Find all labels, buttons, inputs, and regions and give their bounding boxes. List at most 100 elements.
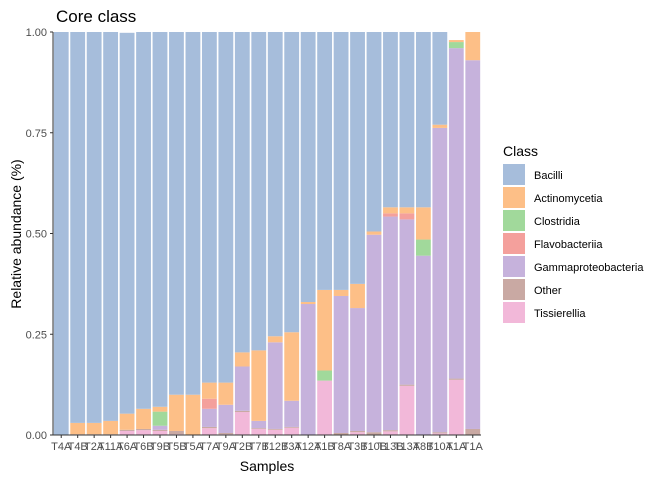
bar-segment-actinomycetia-25	[465, 32, 481, 61]
y-tick-label: 0.00	[26, 430, 47, 442]
bar-segment-actinomycetia-23	[432, 124, 448, 128]
bar-segment-bacilli-19	[366, 32, 382, 232]
bar-segment-actinomycetia-20	[383, 207, 398, 214]
bar-segment-gammaproteobacteria-13	[267, 342, 283, 429]
bar-segment-bacilli-22	[415, 32, 431, 208]
x-tick-label: T12A	[295, 441, 322, 453]
x-tick-label: T1A	[446, 441, 467, 453]
bar-segment-actinomycetia-5	[136, 408, 151, 429]
bar-segment-gammaproteobacteria-9	[201, 408, 217, 427]
bar-segment-actinomycetia-21	[399, 207, 415, 214]
x-tick-label: T8B	[413, 441, 433, 453]
bar-segment-other-9	[201, 426, 217, 429]
bar-segment-actinomycetia-14	[284, 332, 300, 401]
bars-group	[53, 32, 481, 435]
x-tick-label: T10B	[361, 441, 387, 453]
bar-segment-gammaproteobacteria-24	[448, 48, 464, 379]
bar-segment-gammaproteobacteria-18	[350, 308, 365, 431]
x-tick-label: T6B	[133, 441, 153, 453]
bar-segment-bacilli-1	[70, 32, 86, 423]
bar-segment-tissierellia-24	[448, 379, 464, 435]
x-tick-label: T7B	[249, 441, 269, 453]
bar-segment-actinomycetia-12	[251, 350, 267, 421]
x-tick-label: T3A	[282, 441, 303, 453]
x-tick-label: T2B	[232, 441, 252, 453]
bar-segment-bacilli-16	[317, 32, 333, 290]
bar-segment-other-20	[383, 430, 398, 432]
bar-segment-gammaproteobacteria-21	[399, 219, 415, 385]
bar-segment-flavobacteriia-21	[399, 213, 415, 220]
bar-segment-tissierellia-4	[119, 430, 135, 435]
bar-segment-bacilli-23	[432, 32, 448, 125]
bar-segment-bacilli-7	[169, 32, 184, 395]
bar-segment-other-21	[399, 384, 415, 386]
bar-segment-gammaproteobacteria-25	[465, 60, 481, 429]
bar-segment-other-6	[152, 429, 168, 431]
legend-key-other	[503, 279, 525, 300]
x-tick-label: T6A	[117, 441, 138, 453]
bar-segment-tissierellia-16	[317, 380, 333, 435]
bar-segment-actinomycetia-8	[185, 394, 201, 435]
bar-segment-actinomycetia-22	[415, 207, 431, 240]
x-tick-label: T13A	[394, 441, 421, 453]
bar-segment-gammaproteobacteria-20	[383, 216, 398, 431]
x-tick-label: T10A	[427, 441, 454, 453]
legend-label-bacilli: Bacilli	[534, 170, 563, 182]
legend-label-actinomycetia: Actinomycetia	[534, 193, 603, 205]
bar-segment-bacilli-15	[300, 32, 316, 303]
bar-segment-gammaproteobacteria-6	[152, 425, 168, 430]
legend-label-other: Other	[534, 285, 562, 297]
bar-segment-other-13	[267, 428, 283, 430]
bar-segment-tissierellia-20	[383, 431, 398, 435]
bar-segment-bacilli-9	[201, 32, 217, 383]
bar-segment-gammaproteobacteria-10	[218, 404, 234, 433]
bar-segment-actinomycetia-18	[350, 283, 365, 309]
bar-segment-actinomycetia-10	[218, 382, 234, 405]
x-tick-label: T11A	[98, 441, 124, 453]
bar-segment-bacilli-11	[234, 32, 250, 353]
legend-key-clostridia	[503, 210, 525, 231]
y-ticks-group: 0.00 0.25 0.50 0.75 1.00	[26, 27, 53, 442]
legend-key-gammaproteobacteria	[503, 256, 525, 277]
bar-segment-actinomycetia-7	[169, 394, 184, 431]
bar-segment-other-25	[465, 428, 481, 435]
x-tick-label: T4B	[68, 441, 88, 453]
bar-segment-flavobacteriia-9	[201, 398, 217, 409]
bar-segment-other-18	[350, 430, 365, 433]
bar-segment-tissierellia-6	[152, 430, 168, 435]
bar-segment-bacilli-14	[284, 32, 300, 333]
bar-segment-actinomycetia-2	[86, 422, 102, 435]
bar-segment-other-14	[284, 426, 300, 428]
bar-segment-other-24	[448, 378, 464, 380]
legend-label-tissierellia: Tissierellia	[534, 308, 586, 320]
bar-segment-gammaproteobacteria-19	[366, 234, 382, 433]
legend-title: Class	[503, 143, 538, 159]
x-axis-title: Samples	[240, 458, 294, 474]
legend-key-flavobacteriia	[503, 233, 525, 254]
x-tick-label: T9A	[216, 441, 237, 453]
bar-segment-bacilli-8	[185, 32, 201, 395]
bar-segment-actinomycetia-3	[103, 420, 119, 435]
bar-segment-gammaproteobacteria-15	[300, 304, 316, 435]
y-axis-title: Relative abundance (%)	[8, 159, 24, 308]
bar-segment-actinomycetia-17	[333, 289, 349, 296]
bar-segment-bacilli-18	[350, 32, 365, 284]
y-tick-label: 1.00	[26, 27, 47, 39]
legend-key-tissierellia	[503, 302, 525, 323]
y-tick-label: 0.75	[26, 128, 47, 140]
bar-segment-bacilli-6	[152, 32, 168, 407]
bar-segment-other-12	[251, 428, 267, 429]
x-tick-label: T1B	[315, 441, 335, 453]
bar-segment-gammaproteobacteria-23	[432, 127, 448, 433]
legend-label-clostridia: Clostridia	[534, 216, 581, 228]
bar-segment-actinomycetia-13	[267, 336, 283, 343]
legend-key-actinomycetia	[503, 187, 525, 208]
bar-segment-actinomycetia-4	[119, 413, 135, 430]
bar-segment-tissierellia-21	[399, 385, 415, 435]
bar-segment-other-10	[218, 432, 234, 435]
x-tick-label: T13B	[377, 441, 403, 453]
bar-segment-gammaproteobacteria-11	[234, 366, 250, 411]
bar-segment-bacilli-2	[86, 32, 102, 423]
bar-segment-tissierellia-23	[432, 433, 448, 435]
